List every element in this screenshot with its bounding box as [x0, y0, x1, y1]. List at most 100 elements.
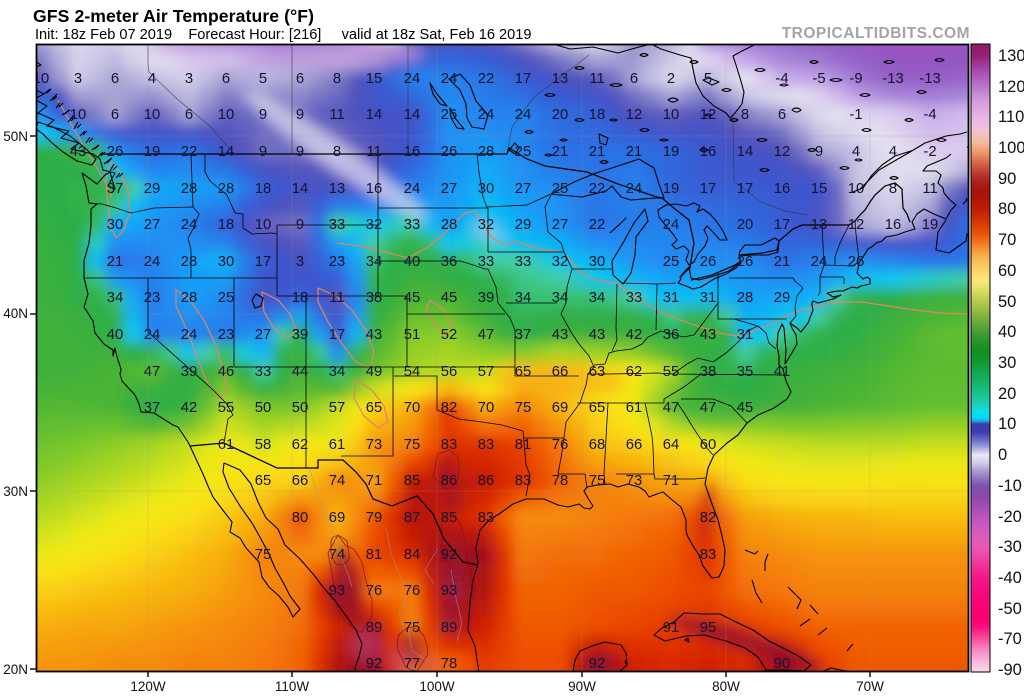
svg-text:20: 20 — [998, 385, 1016, 403]
svg-text:25: 25 — [552, 181, 568, 197]
svg-text:10: 10 — [848, 181, 864, 197]
svg-text:6: 6 — [185, 107, 193, 123]
svg-text:14: 14 — [366, 107, 382, 123]
svg-text:60: 60 — [998, 262, 1016, 280]
svg-text:30: 30 — [218, 254, 234, 270]
svg-text:84: 84 — [404, 547, 420, 563]
svg-text:66: 66 — [292, 473, 308, 489]
svg-text:61: 61 — [329, 437, 345, 453]
svg-text:93: 93 — [441, 583, 457, 599]
svg-text:40: 40 — [107, 327, 123, 343]
svg-text:87: 87 — [404, 510, 420, 526]
svg-text:65: 65 — [366, 400, 382, 416]
svg-text:80: 80 — [292, 510, 308, 526]
svg-text:33: 33 — [404, 217, 420, 233]
svg-text:-4: -4 — [775, 71, 788, 87]
svg-text:39: 39 — [292, 327, 308, 343]
svg-text:120W: 120W — [130, 679, 166, 694]
svg-text:33: 33 — [329, 217, 345, 233]
svg-text:32: 32 — [552, 254, 568, 270]
svg-text:24: 24 — [181, 327, 197, 343]
svg-text:21: 21 — [626, 144, 642, 160]
svg-text:15: 15 — [811, 181, 827, 197]
svg-text:-1: -1 — [849, 107, 862, 123]
svg-text:23: 23 — [329, 254, 345, 270]
svg-text:24: 24 — [478, 107, 494, 123]
svg-text:24: 24 — [441, 71, 457, 87]
svg-text:34: 34 — [515, 290, 531, 306]
svg-text:75: 75 — [404, 620, 420, 636]
svg-text:70: 70 — [404, 400, 420, 416]
svg-text:28: 28 — [441, 217, 457, 233]
svg-text:31: 31 — [700, 290, 716, 306]
svg-text:19: 19 — [144, 144, 160, 160]
svg-text:11: 11 — [329, 290, 344, 306]
svg-text:9: 9 — [259, 107, 267, 123]
svg-text:22: 22 — [589, 181, 605, 197]
svg-text:-90: -90 — [998, 661, 1022, 679]
svg-text:70W: 70W — [856, 679, 884, 694]
svg-text:-40: -40 — [998, 569, 1022, 587]
svg-text:GFS 2-meter Air Temperature (°: GFS 2-meter Air Temperature (°F) — [33, 6, 314, 26]
svg-text:19: 19 — [663, 181, 679, 197]
svg-text:25: 25 — [515, 144, 531, 160]
svg-text:10: 10 — [998, 415, 1016, 433]
svg-text:60: 60 — [700, 437, 716, 453]
svg-text:17: 17 — [774, 217, 790, 233]
svg-text:11: 11 — [922, 181, 937, 197]
svg-text:47: 47 — [663, 400, 679, 416]
svg-text:15: 15 — [366, 71, 382, 87]
svg-text:24: 24 — [515, 107, 531, 123]
svg-text:22: 22 — [181, 144, 197, 160]
svg-text:76: 76 — [404, 583, 420, 599]
svg-text:86: 86 — [441, 473, 457, 489]
svg-text:62: 62 — [292, 437, 308, 453]
svg-text:12: 12 — [848, 217, 864, 233]
svg-text:3: 3 — [74, 71, 82, 87]
svg-text:85: 85 — [441, 510, 457, 526]
svg-text:28: 28 — [737, 290, 753, 306]
svg-text:17: 17 — [255, 254, 271, 270]
svg-text:10: 10 — [218, 107, 234, 123]
svg-text:89: 89 — [366, 620, 382, 636]
svg-text:16: 16 — [366, 181, 382, 197]
svg-text:TROPICALTIDBITS.COM: TROPICALTIDBITS.COM — [782, 25, 970, 42]
svg-text:43: 43 — [700, 327, 716, 343]
svg-text:50N: 50N — [3, 129, 28, 144]
svg-text:11: 11 — [589, 71, 604, 87]
svg-text:10: 10 — [70, 107, 86, 123]
svg-text:12: 12 — [626, 107, 642, 123]
svg-text:6: 6 — [630, 71, 638, 87]
svg-text:76: 76 — [552, 437, 568, 453]
svg-text:0: 0 — [998, 446, 1007, 464]
svg-text:83: 83 — [478, 510, 494, 526]
svg-text:14: 14 — [292, 181, 308, 197]
svg-text:35: 35 — [737, 364, 753, 380]
svg-text:86: 86 — [478, 473, 494, 489]
svg-text:51: 51 — [404, 327, 420, 343]
svg-text:36: 36 — [663, 327, 679, 343]
svg-text:23: 23 — [218, 327, 234, 343]
svg-text:38: 38 — [700, 364, 716, 380]
svg-text:92: 92 — [366, 656, 382, 672]
svg-text:36: 36 — [441, 254, 457, 270]
svg-text:74: 74 — [329, 473, 345, 489]
svg-text:16: 16 — [700, 144, 716, 160]
svg-text:28: 28 — [218, 181, 234, 197]
svg-text:-13: -13 — [919, 71, 940, 87]
svg-text:92: 92 — [441, 547, 457, 563]
svg-text:75: 75 — [404, 437, 420, 453]
svg-text:90: 90 — [998, 170, 1016, 188]
svg-text:20: 20 — [552, 107, 568, 123]
svg-text:31: 31 — [663, 290, 679, 306]
svg-text:23: 23 — [144, 290, 160, 306]
svg-text:8: 8 — [333, 71, 341, 87]
svg-text:16: 16 — [774, 181, 790, 197]
svg-text:91: 91 — [663, 620, 679, 636]
svg-text:30: 30 — [478, 181, 494, 197]
svg-text:6: 6 — [778, 107, 786, 123]
svg-text:8: 8 — [333, 144, 341, 160]
svg-text:21: 21 — [552, 144, 568, 160]
svg-text:34: 34 — [107, 290, 123, 306]
svg-text:18: 18 — [218, 217, 234, 233]
